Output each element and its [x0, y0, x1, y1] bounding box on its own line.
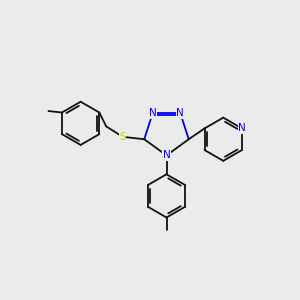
- Text: N: N: [163, 150, 170, 161]
- Text: N: N: [176, 108, 184, 118]
- Text: N: N: [238, 123, 246, 134]
- Text: N: N: [149, 108, 157, 118]
- Text: S: S: [119, 132, 126, 142]
